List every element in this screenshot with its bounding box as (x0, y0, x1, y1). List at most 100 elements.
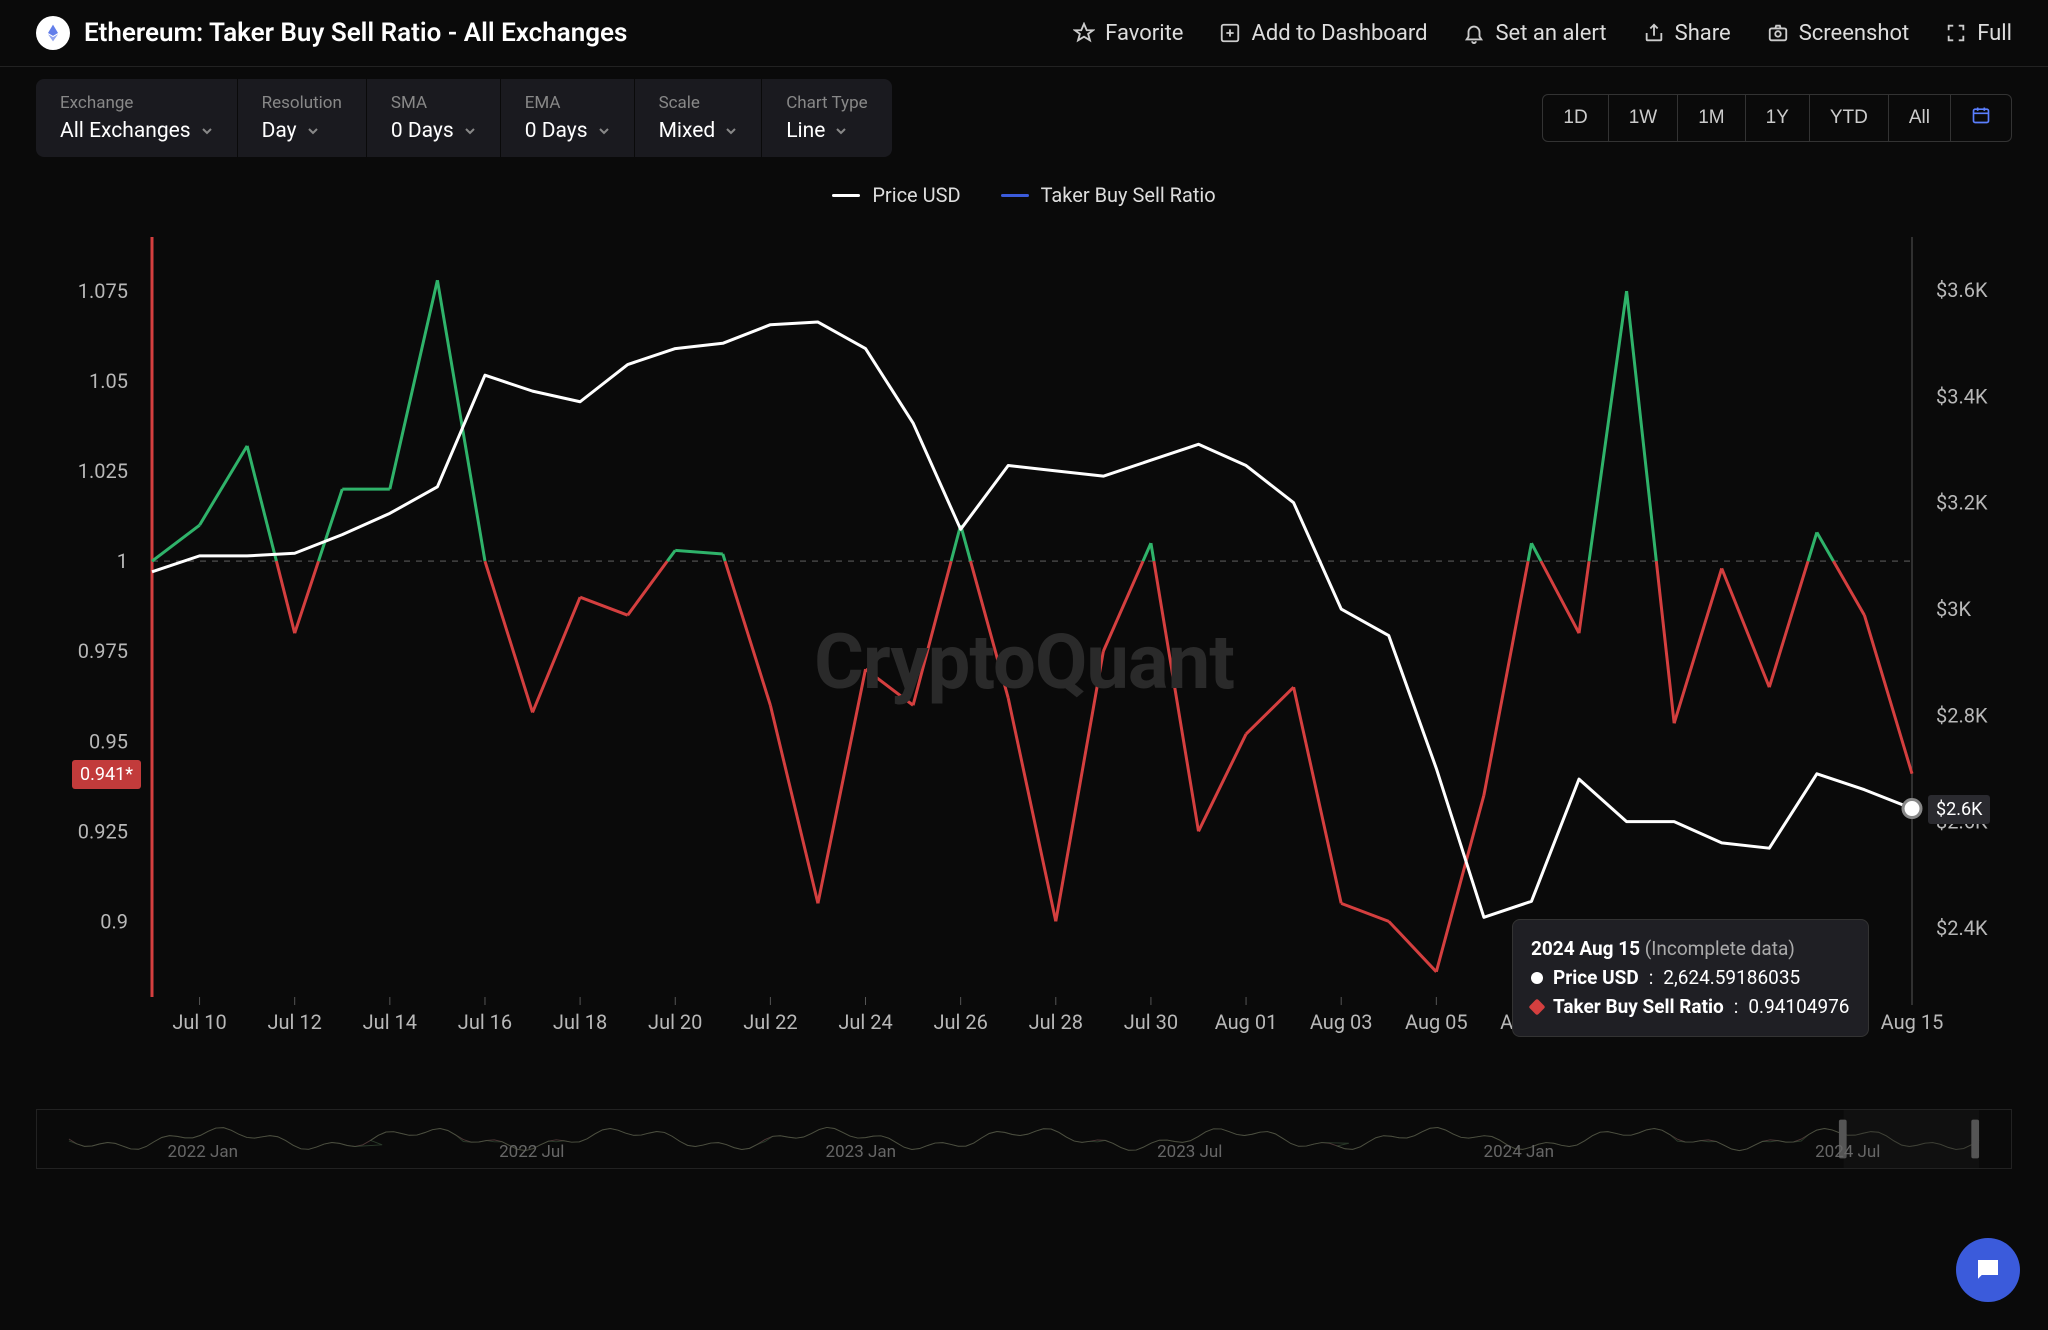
minimap-labels: 2022 Jan2022 Jul2023 Jan2023 Jul2024 Jan… (37, 1142, 2011, 1162)
svg-text:0.925: 0.925 (78, 819, 128, 843)
chat-button[interactable] (1956, 1238, 2020, 1302)
tooltip-note: (Incomplete data) (1645, 937, 1795, 960)
svg-text:1.075: 1.075 (78, 279, 128, 303)
full-label: Full (1977, 21, 2012, 46)
legend-label: Price USD (872, 183, 960, 207)
svg-text:$2.4K: $2.4K (1936, 916, 1988, 940)
svg-text:Jul 18: Jul 18 (553, 1010, 607, 1034)
tooltip-diamond-icon (1529, 999, 1546, 1016)
chart-legend: Price USD Taker Buy Sell Ratio (0, 157, 2048, 217)
svg-text:Jul 28: Jul 28 (1029, 1010, 1083, 1034)
svg-text:Jul 14: Jul 14 (363, 1010, 417, 1034)
tooltip-price-label: Price USD (1553, 963, 1639, 992)
bell-icon (1463, 22, 1485, 44)
set-alert-label: Set an alert (1495, 21, 1606, 46)
svg-text:Aug 01: Aug 01 (1215, 1010, 1278, 1034)
camera-icon (1767, 22, 1789, 44)
svg-text:1.05: 1.05 (89, 369, 128, 393)
right-axis-badge: $2.6K (1928, 795, 1990, 824)
favorite-button[interactable]: Favorite (1073, 21, 1183, 46)
controls-bar: Exchange All Exchanges Resolution Day SM… (0, 67, 2048, 157)
full-button[interactable]: Full (1945, 21, 2012, 46)
filter-label: Exchange (60, 93, 213, 113)
tooltip-ratio-label: Taker Buy Sell Ratio (1553, 992, 1724, 1021)
legend-color-swatch (832, 194, 860, 197)
tooltip-date: 2024 Aug 15 (1531, 937, 1640, 960)
range-minimap[interactable]: 2022 Jan2022 Jul2023 Jan2023 Jul2024 Jan… (36, 1109, 2012, 1169)
filter-label: SMA (391, 93, 476, 113)
filter-value: Line (786, 119, 867, 143)
svg-text:$3.6K: $3.6K (1936, 278, 1988, 302)
tooltip-ratio-value: 0.94104976 (1748, 992, 1849, 1021)
svg-text:1.025: 1.025 (78, 459, 128, 483)
range-1d[interactable]: 1D (1543, 95, 1607, 141)
screenshot-button[interactable]: Screenshot (1767, 21, 1910, 46)
range-1w[interactable]: 1W (1608, 95, 1678, 141)
filter-value: 0 Days (391, 119, 476, 143)
set-alert-button[interactable]: Set an alert (1463, 21, 1606, 46)
filter-value: 0 Days (525, 119, 610, 143)
svg-text:Jul 24: Jul 24 (838, 1010, 892, 1034)
page-title: Ethereum: Taker Buy Sell Ratio - All Exc… (84, 18, 627, 48)
svg-text:1: 1 (117, 549, 128, 573)
share-icon (1643, 22, 1665, 44)
left-axis-badge: 0.941* (72, 760, 141, 789)
chevron-down-icon (307, 125, 319, 137)
screenshot-label: Screenshot (1799, 21, 1910, 46)
svg-text:Aug 03: Aug 03 (1310, 1010, 1373, 1034)
svg-text:0.9: 0.9 (100, 909, 128, 933)
filter-scale[interactable]: Scale Mixed (634, 79, 762, 157)
filter-value: Mixed (659, 119, 738, 143)
range-calendar[interactable] (1950, 95, 2011, 141)
filter-ema[interactable]: EMA 0 Days (500, 79, 634, 157)
range-ytd[interactable]: YTD (1809, 95, 1888, 141)
svg-text:$3K: $3K (1936, 597, 1971, 621)
add-dashboard-label: Add to Dashboard (1251, 21, 1427, 46)
tooltip-price-value: 2,624.59186035 (1663, 963, 1800, 992)
filter-group: Exchange All Exchanges Resolution Day SM… (36, 79, 892, 157)
filter-label: EMA (525, 93, 610, 113)
title-wrap: Ethereum: Taker Buy Sell Ratio - All Exc… (36, 16, 1073, 50)
svg-text:Jul 12: Jul 12 (268, 1010, 322, 1034)
filter-resolution[interactable]: Resolution Day (237, 79, 366, 157)
chevron-down-icon (598, 125, 610, 137)
fullscreen-icon (1945, 22, 1967, 44)
calendar-icon (1971, 105, 1991, 125)
svg-text:Jul 16: Jul 16 (458, 1010, 512, 1034)
filter-label: Scale (659, 93, 738, 113)
svg-text:Jul 22: Jul 22 (743, 1010, 797, 1034)
ethereum-icon (36, 16, 70, 50)
chart-tooltip: 2024 Aug 15 (Incomplete data) Price USD:… (1512, 919, 1869, 1037)
range-1y[interactable]: 1Y (1745, 95, 1809, 141)
svg-text:$3.2K: $3.2K (1936, 491, 1988, 515)
add-dashboard-button[interactable]: Add to Dashboard (1219, 21, 1427, 46)
svg-text:0.95: 0.95 (89, 729, 128, 753)
filter-label: Resolution (262, 93, 342, 113)
range-1m[interactable]: 1M (1677, 95, 1744, 141)
filter-chart-type[interactable]: Chart Type Line (761, 79, 891, 157)
chevron-down-icon (201, 125, 213, 137)
filter-value: All Exchanges (60, 119, 213, 143)
header-actions: Favorite Add to Dashboard Set an alert S… (1073, 21, 2012, 46)
filter-exchange[interactable]: Exchange All Exchanges (36, 79, 237, 157)
share-label: Share (1675, 21, 1731, 46)
tooltip-dot-icon (1531, 972, 1543, 984)
star-icon (1073, 22, 1095, 44)
dashboard-plus-icon (1219, 22, 1241, 44)
chevron-down-icon (835, 125, 847, 137)
time-range-group: 1D 1W 1M 1Y YTD All (1542, 94, 2012, 142)
filter-value: Day (262, 119, 342, 143)
svg-text:Jul 30: Jul 30 (1124, 1010, 1178, 1034)
range-all[interactable]: All (1888, 95, 1950, 141)
legend-ratio[interactable]: Taker Buy Sell Ratio (1001, 183, 1216, 207)
legend-color-swatch (1001, 194, 1029, 197)
svg-text:Jul 26: Jul 26 (933, 1010, 987, 1034)
chevron-down-icon (464, 125, 476, 137)
svg-text:Aug 05: Aug 05 (1405, 1010, 1468, 1034)
svg-text:$3.4K: $3.4K (1936, 384, 1988, 408)
share-button[interactable]: Share (1643, 21, 1731, 46)
legend-price[interactable]: Price USD (832, 183, 960, 207)
chart-container: 0.9 0.925 0.95 0.975 1 1.025 1.05 1.075 $2.4K $2.… (36, 227, 2012, 1097)
svg-text:0.975: 0.975 (78, 639, 128, 663)
filter-sma[interactable]: SMA 0 Days (366, 79, 500, 157)
